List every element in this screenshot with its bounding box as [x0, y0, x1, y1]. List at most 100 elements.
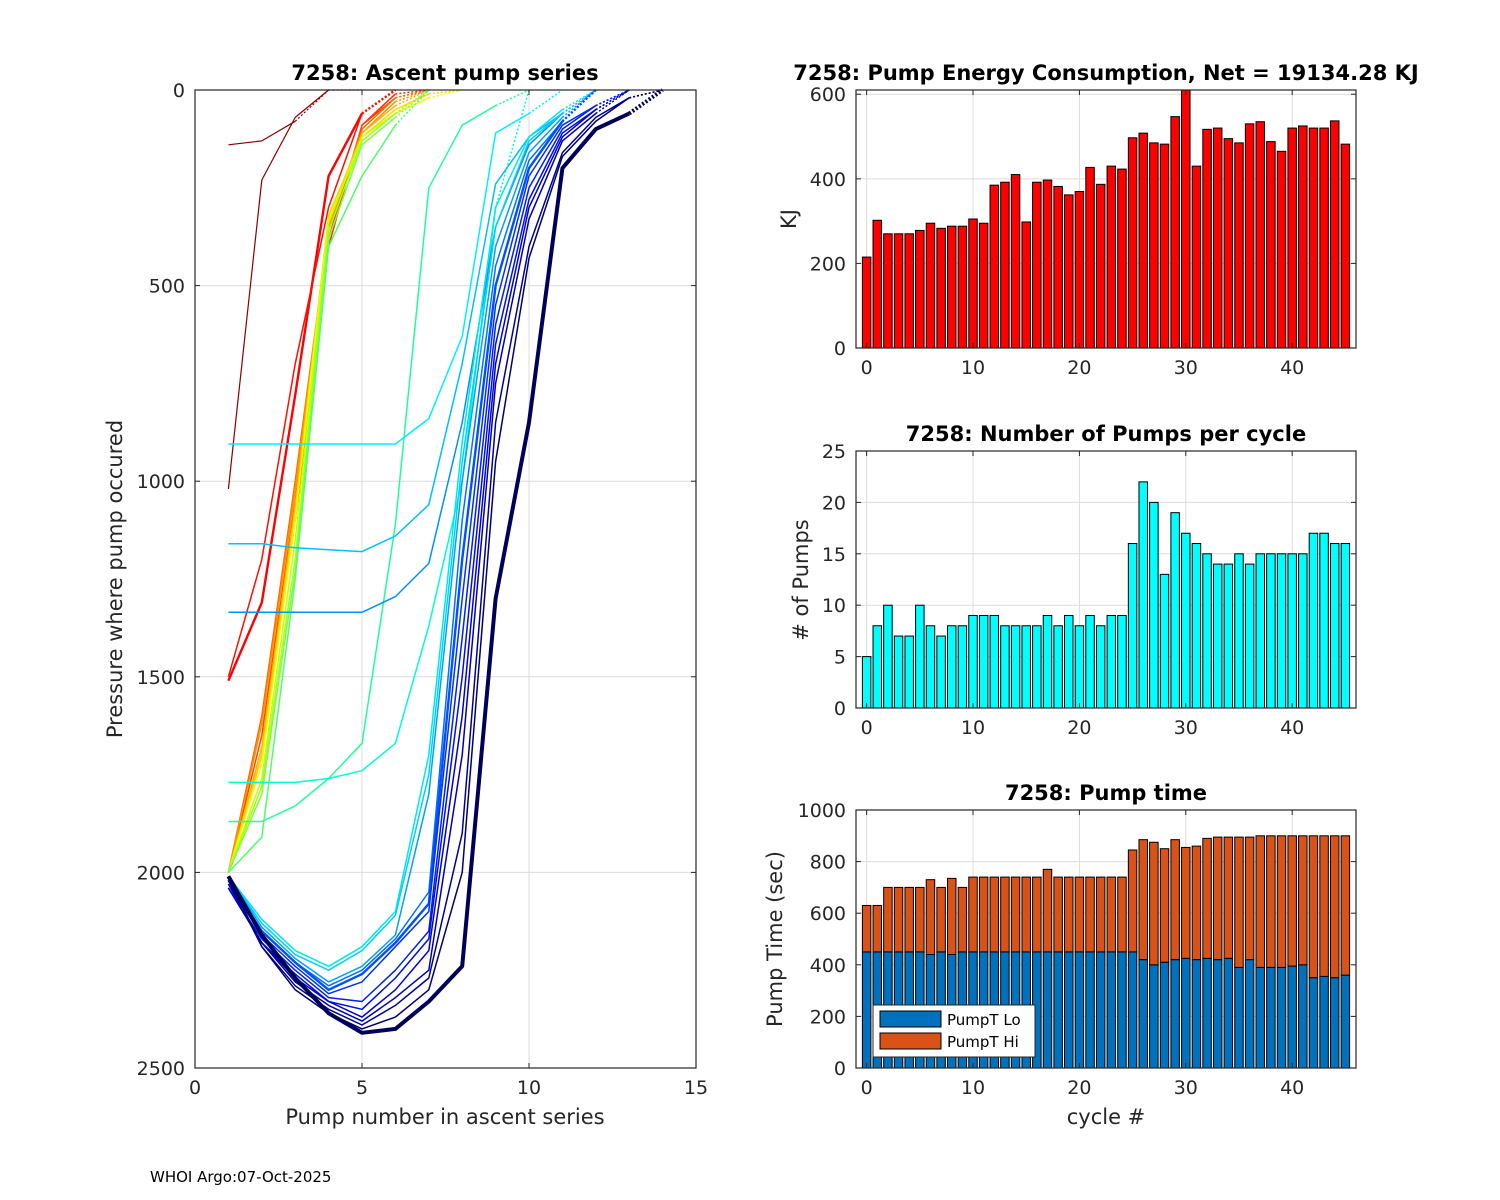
energy-bar	[1212, 127, 1223, 349]
pumps-bar	[1010, 625, 1021, 709]
energy-bar	[1276, 150, 1287, 349]
pumps-bar	[1095, 625, 1106, 709]
pumptime-bar-pumpt-lo	[1053, 951, 1063, 1069]
pumptime-bar-pumpt-lo	[1106, 951, 1117, 1069]
pumptime-bar-pumpt-hi	[1244, 836, 1255, 961]
energy-bar	[1234, 142, 1244, 349]
pumptime-bar-pumpt-lo	[1095, 951, 1106, 1069]
energy-bar	[1138, 132, 1148, 349]
pumptime-bar-pumpt-hi	[1053, 876, 1063, 953]
pumps-bar	[1244, 563, 1255, 709]
energy-bar	[883, 233, 893, 349]
energy-bar	[1106, 165, 1117, 349]
energy-ytick-label: 600	[810, 84, 846, 106]
pumptime-bar-pumpt-hi	[1117, 876, 1127, 953]
energy-bar	[1319, 127, 1329, 349]
ascent-series-line	[227, 93, 430, 873]
pumptime-bar-pumpt-lo	[861, 951, 872, 1069]
energy-bar	[1074, 191, 1085, 349]
ascent-series-surface-segment	[562, 89, 597, 111]
pumptime-bar-pumpt-lo	[1298, 964, 1308, 1069]
pumptime-xtick-label: 30	[1174, 1077, 1198, 1099]
pumptime-bar-pumpt-hi	[1095, 876, 1106, 953]
ascent-lines	[226, 88, 664, 1035]
energy-xtick-label: 20	[1067, 357, 1091, 379]
energy-bar	[1329, 120, 1340, 349]
pumptime-bar-pumpt-lo	[1181, 957, 1191, 1069]
pumptime-bar-pumpt-lo	[1234, 966, 1244, 1069]
pumps-bar	[1191, 543, 1202, 709]
ascent-series-line	[227, 97, 630, 1026]
pumptime-bar-pumpt-lo	[1319, 975, 1329, 1069]
pumps-ytick-label: 25	[822, 441, 846, 463]
pumps-xtick-label: 40	[1280, 717, 1304, 739]
pumptime-ytick-label: 400	[810, 955, 846, 977]
ascent-series-surface-segment	[428, 89, 463, 99]
energy-bar	[1095, 183, 1106, 349]
pumptime-bar-pumpt-hi	[936, 886, 946, 953]
ascent-series-line	[227, 104, 597, 995]
pumps-xtick-label: 20	[1067, 717, 1091, 739]
energy-xtick-label: 10	[961, 357, 985, 379]
pumptime-bar-pumpt-hi	[1266, 835, 1276, 968]
pumptime-bar-pumpt-hi	[946, 877, 957, 955]
pumps-ticks: 0 10 20 30 40 0 5 10 15 20 25	[822, 441, 1356, 739]
ascent-series-line	[227, 124, 397, 873]
pumps-bar	[1308, 532, 1319, 709]
pumps-bars	[861, 481, 1351, 709]
pumps-bar	[1298, 553, 1308, 709]
pumps-bar	[957, 625, 968, 709]
pumps-bar	[1212, 563, 1223, 709]
pumps-bar	[968, 614, 978, 709]
energy-axes-box	[855, 89, 1357, 349]
pumptime-ylabel: Pump Time (sec)	[763, 851, 787, 1027]
pumptime-bar-pumpt-hi	[861, 904, 872, 953]
ascent-series-surface-segment	[595, 89, 630, 115]
pumps-bar	[1021, 625, 1031, 709]
ascent-plot-area	[195, 90, 696, 1068]
ascent-xtick-label: 0	[189, 1077, 201, 1099]
pumptime-bar-pumpt-lo	[1042, 951, 1053, 1069]
ascent-series-line	[228, 112, 563, 553]
pumps-bar	[1138, 481, 1148, 709]
ascent-ytick-label: 500	[149, 276, 185, 298]
ascent-series-line	[227, 112, 597, 1022]
pumptime-bar-pumpt-hi	[1074, 876, 1085, 953]
ascent-series-surface-segment	[595, 89, 630, 111]
ascent-xtick-label: 5	[356, 1077, 368, 1099]
pumps-ytick-label: 10	[822, 595, 846, 617]
energy-bar	[1181, 89, 1191, 349]
energy-bar	[1298, 125, 1308, 349]
pumptime-bar-pumpt-hi	[1298, 835, 1308, 966]
energy-title: 7258: Pump Energy Consumption, Net = 191…	[793, 61, 1418, 85]
pumps-title: 7258: Number of Pumps per cycle	[906, 422, 1306, 446]
energy-bar	[861, 256, 872, 349]
pumps-ytick-label: 20	[822, 492, 846, 514]
pumptime-bar-pumpt-lo	[1149, 964, 1159, 1069]
pumps-xtick-label: 10	[961, 717, 985, 739]
energy-bar	[1064, 194, 1074, 349]
pumps-axes-box	[855, 450, 1357, 709]
pumps-bar	[893, 635, 904, 709]
pumptime-ytick-label: 600	[810, 903, 846, 925]
ascent-series-line	[227, 112, 396, 873]
energy-bar	[915, 229, 925, 349]
pumptime-bar-pumpt-hi	[1287, 835, 1297, 967]
ascent-series-line	[227, 116, 396, 873]
pumps-bar	[915, 604, 925, 709]
pumptime-bar-pumpt-lo	[1212, 959, 1223, 1069]
pumptime-bar-pumpt-hi	[1170, 839, 1180, 961]
pumps-ytick-label: 0	[834, 698, 846, 720]
pumps-xtick-label: 30	[1174, 717, 1198, 739]
pumptime-xtick-label: 0	[861, 1077, 873, 1099]
pumptime-bar-pumpt-lo	[1202, 957, 1212, 1069]
pumptime-legend[interactable]: PumpT Lo PumpT Hi	[872, 1004, 1036, 1058]
pumptime-bar-pumpt-lo	[1255, 966, 1266, 1069]
ascent-series-line	[228, 120, 296, 146]
energy-bar	[925, 222, 936, 349]
ascent-series-surface-segment	[361, 89, 396, 115]
pumptime-bar-pumpt-hi	[957, 886, 968, 953]
pumptime-bar-pumpt-lo	[1287, 965, 1297, 1069]
pumps-bar	[1149, 501, 1159, 709]
ascent-axes-box	[194, 89, 697, 1069]
